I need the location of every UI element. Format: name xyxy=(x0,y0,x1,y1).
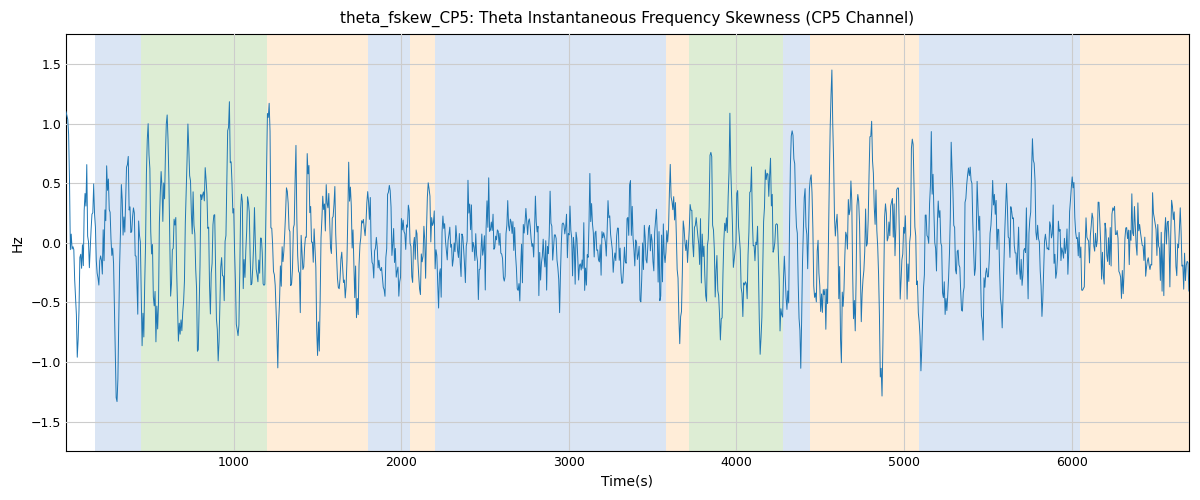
Bar xyxy=(1080,34,1189,452)
Y-axis label: Hz: Hz xyxy=(11,234,25,252)
Bar xyxy=(367,34,409,452)
Bar xyxy=(95,34,142,452)
Bar xyxy=(919,34,1080,452)
Bar xyxy=(784,34,810,452)
Bar xyxy=(409,34,434,452)
Bar xyxy=(810,34,919,452)
Bar xyxy=(690,34,784,452)
Bar xyxy=(434,34,666,452)
Bar xyxy=(268,34,367,452)
Bar xyxy=(142,34,268,452)
X-axis label: Time(s): Time(s) xyxy=(601,475,654,489)
Bar xyxy=(666,34,690,452)
Title: theta_fskew_CP5: Theta Instantaneous Frequency Skewness (CP5 Channel): theta_fskew_CP5: Theta Instantaneous Fre… xyxy=(341,11,914,28)
